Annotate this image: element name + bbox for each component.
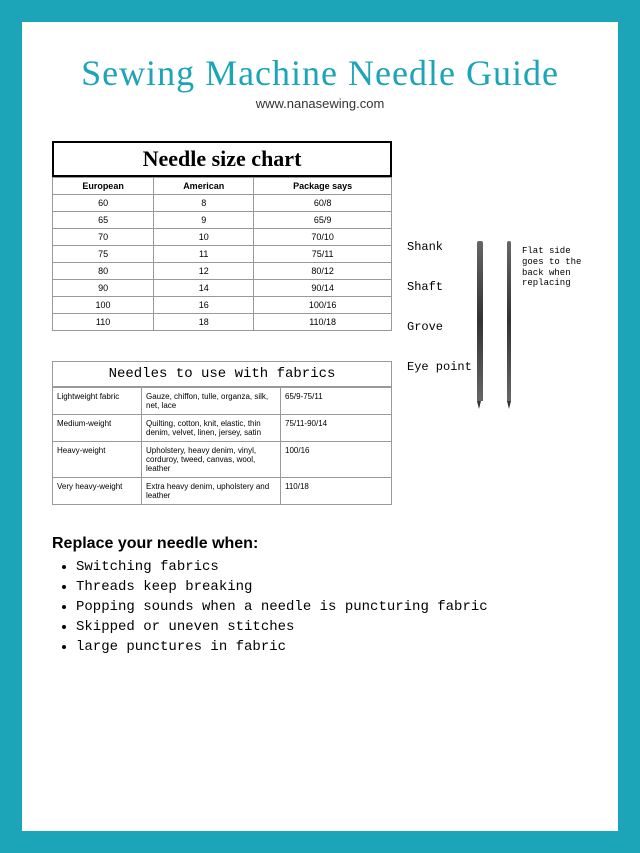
needle-label-eye: Eye point [407, 361, 472, 373]
table-row: 65965/9 [53, 212, 392, 229]
table-row: Lightweight fabricGauze, chiffon, tulle,… [53, 388, 392, 415]
size-chart-title: Needle size chart [52, 141, 392, 177]
needle-part-labels: Shank Shaft Grove Eye point [407, 241, 472, 401]
needle-label-shank: Shank [407, 241, 472, 253]
needle-icon [507, 241, 511, 401]
col-header: American [154, 178, 254, 195]
needle-diagram-column: Shank Shaft Grove Eye point Flat side go… [407, 141, 588, 505]
table-row: 801280/12 [53, 263, 392, 280]
table-row: 10016100/16 [53, 297, 392, 314]
table-row: 60860/8 [53, 195, 392, 212]
needle-icon [477, 241, 483, 401]
col-header: European [53, 178, 154, 195]
replace-section: Replace your needle when: Switching fabr… [52, 535, 588, 655]
size-chart-table: European American Package says 60860/8 6… [52, 177, 392, 331]
fabric-table: Lightweight fabricGauze, chiffon, tulle,… [52, 387, 392, 505]
needle-label-grove: Grove [407, 321, 472, 333]
replace-list: Switching fabrics Threads keep breaking … [52, 559, 588, 655]
website-url: www.nanasewing.com [52, 96, 588, 111]
table-row: 701070/10 [53, 229, 392, 246]
list-item: Threads keep breaking [76, 579, 588, 595]
fabric-table-title: Needles to use with fabrics [52, 361, 392, 387]
page-frame: Sewing Machine Needle Guide www.nanasewi… [0, 0, 640, 853]
page-content: Sewing Machine Needle Guide www.nanasewi… [22, 22, 618, 831]
table-row: Heavy-weightUpholstery, heavy denim, vin… [53, 442, 392, 478]
table-row: 11018110/18 [53, 314, 392, 331]
table-row: 901490/14 [53, 280, 392, 297]
page-title: Sewing Machine Needle Guide [52, 52, 588, 94]
list-item: Popping sounds when a needle is puncturi… [76, 599, 588, 615]
replace-title: Replace your needle when: [52, 535, 588, 553]
main-content: Needle size chart European American Pack… [52, 141, 588, 505]
needle-diagram: Shank Shaft Grove Eye point Flat side go… [407, 241, 588, 441]
list-item: Skipped or uneven stitches [76, 619, 588, 635]
table-row: Very heavy-weightExtra heavy denim, upho… [53, 478, 392, 505]
col-header: Package says [254, 178, 392, 195]
tables-column: Needle size chart European American Pack… [52, 141, 392, 505]
list-item: Switching fabrics [76, 559, 588, 575]
needle-label-shaft: Shaft [407, 281, 472, 293]
needle-note: Flat side goes to the back when replacin… [522, 246, 592, 289]
table-row: 751175/11 [53, 246, 392, 263]
table-header-row: European American Package says [53, 178, 392, 195]
list-item: large punctures in fabric [76, 639, 588, 655]
table-row: Medium-weightQuilting, cotton, knit, ela… [53, 415, 392, 442]
